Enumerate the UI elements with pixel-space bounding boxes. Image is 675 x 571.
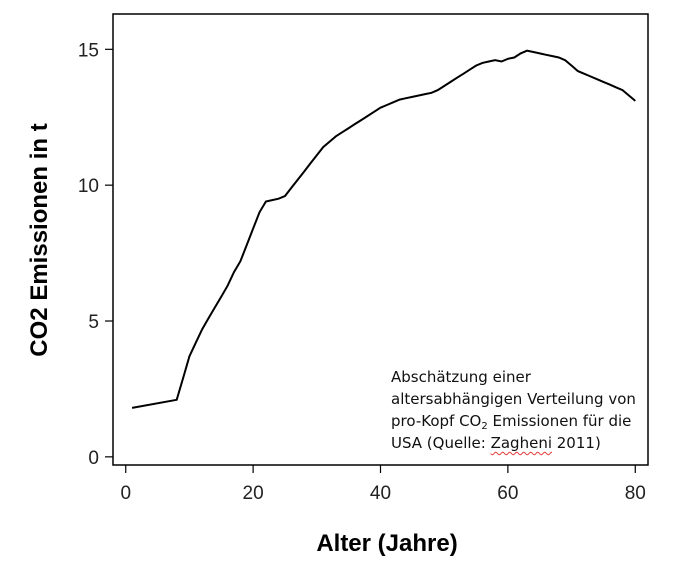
y-tick-label: 15: [78, 40, 99, 61]
y-tick-label: 0: [88, 448, 99, 469]
annotation-source-name: Zagheni: [490, 434, 552, 452]
annotation-line-1: Abschätzung einer: [391, 368, 531, 386]
x-axis: 0 20 40 60 80: [120, 465, 646, 504]
annotation-line-3-suffix: Emissionen für die: [487, 412, 632, 430]
y-axis-title: CO2 Emissionen in t: [26, 123, 53, 356]
annotation-line-2: altersabhängigen Verteilung von: [391, 390, 636, 408]
annotation-line-3: pro-Kopf CO2 Emissionen für die: [391, 410, 641, 432]
x-axis-title: Alter (Jahre): [316, 530, 457, 557]
series-line: [131, 49, 636, 409]
annotation-line-4-suffix: 2011): [552, 434, 601, 452]
annotation-line-4: USA (Quelle: Zagheni 2011): [391, 432, 641, 454]
x-tick-label: 0: [120, 483, 131, 504]
annotation-line-3-prefix: pro-Kopf CO: [391, 412, 482, 430]
y-axis: 0 5 10 15: [78, 40, 113, 469]
x-tick-label: 20: [243, 483, 264, 504]
y-tick-label: 10: [78, 176, 99, 197]
annotation-line-4-prefix: USA (Quelle:: [391, 434, 491, 452]
x-tick-label: 60: [497, 483, 518, 504]
x-tick-label: 80: [625, 483, 646, 504]
chart-annotation: Abschätzung einer altersabhängigen Verte…: [391, 366, 641, 454]
y-tick-label: 5: [88, 312, 99, 333]
x-tick-label: 40: [370, 483, 391, 504]
annotation-subscript: 2: [481, 421, 488, 432]
